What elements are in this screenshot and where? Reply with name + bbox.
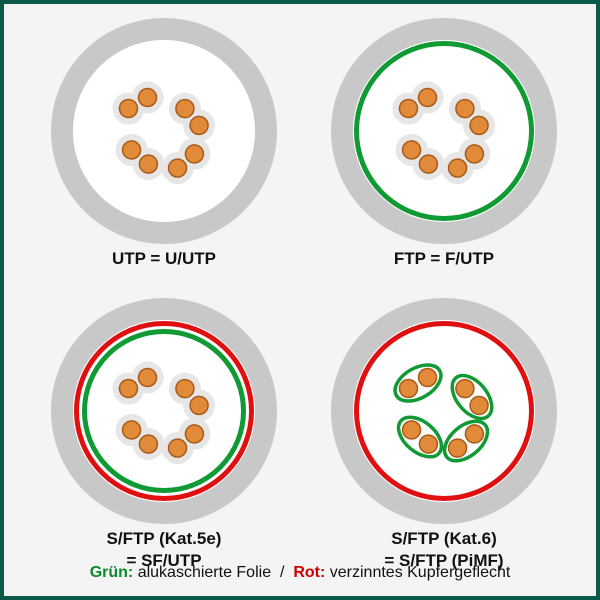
cable-cross-section-utp [49, 16, 279, 246]
label-line1: S/FTP (Kat.5e) [107, 529, 222, 548]
inner-area [353, 320, 535, 502]
label-line1: S/FTP (Kat.6) [391, 529, 496, 548]
legend-green-label: Grün: [90, 564, 134, 581]
label-ftp: FTP = F/UTP [329, 248, 559, 270]
cable-cross-section-ftp [329, 16, 559, 246]
label-utp: UTP = U/UTP [49, 248, 279, 270]
cable-cross-section-sftp [329, 296, 559, 526]
inner-area [73, 320, 255, 502]
diagram-frame: UTP = U/UTPFTP = F/UTPS/FTP (Kat.5e)= SF… [0, 0, 600, 600]
legend: Grün: alukaschierte Folie / Rot: verzinn… [4, 564, 596, 582]
inner-area [353, 40, 535, 222]
legend-sep: / [280, 564, 284, 581]
legend-green-text: alukaschierte Folie [138, 564, 271, 581]
legend-red-label: Rot: [293, 564, 325, 581]
cable-cross-section-sfutp [49, 296, 279, 526]
label-line1: UTP = U/UTP [112, 249, 216, 268]
legend-red-text: verzinntes Kupfergeflecht [330, 564, 511, 581]
label-line1: FTP = F/UTP [394, 249, 494, 268]
inner-area [73, 40, 255, 222]
